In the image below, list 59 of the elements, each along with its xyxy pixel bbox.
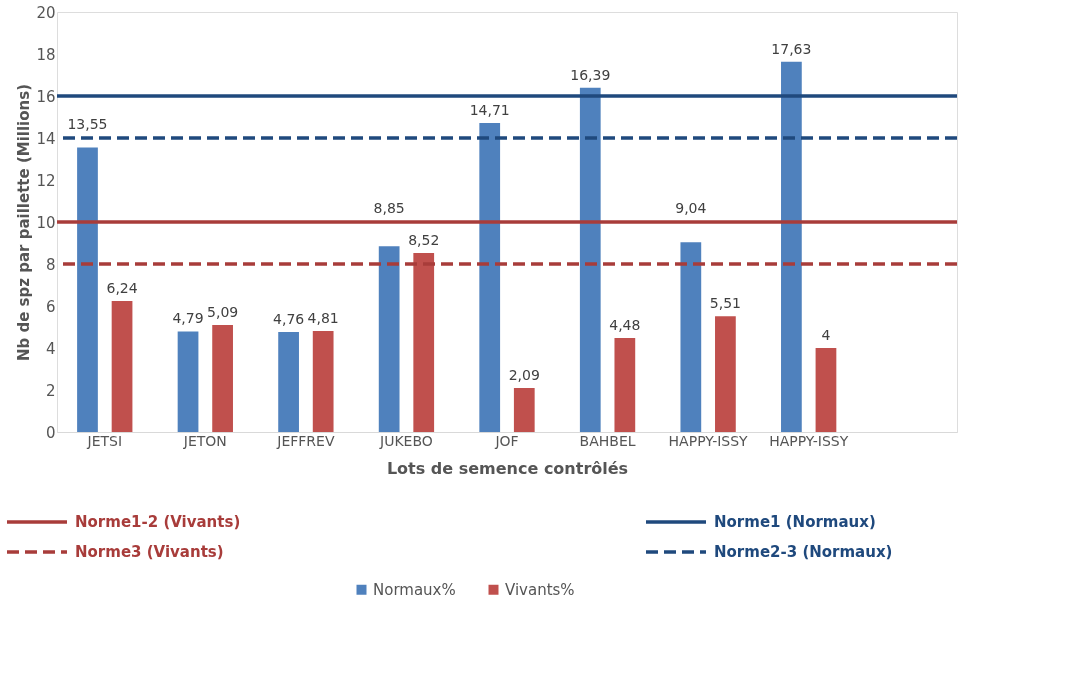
data-label: 13,55 [67, 116, 108, 132]
data-label: 8,52 [408, 232, 440, 249]
bar [278, 332, 299, 432]
legend-label: Normaux% [373, 580, 456, 599]
legend-label: Vivants% [505, 580, 575, 599]
data-label: 5,51 [709, 295, 741, 312]
y-tick-label: 2 [45, 381, 56, 400]
bar [479, 123, 501, 432]
data-label: 14,71 [469, 102, 510, 119]
data-label: 4,79 [172, 310, 204, 327]
legend-label: Norme3 (Vivants) [75, 543, 224, 561]
y-tick-label: 6 [45, 297, 56, 316]
y-tick-label: 10 [36, 213, 56, 232]
y-tick-label: 0 [45, 423, 56, 442]
data-label: 4,81 [307, 309, 339, 326]
y-tick-label: 12 [36, 171, 56, 190]
x-axis-title: Lots de semence contrôlés [386, 458, 629, 478]
data-label: 9,04 [675, 200, 707, 216]
bar [715, 316, 736, 432]
bar [312, 330, 334, 432]
data-label: 17,63 [771, 40, 812, 57]
y-tick-label: 16 [36, 87, 56, 106]
bar [378, 246, 400, 432]
bar [781, 61, 802, 432]
y-tick-label: 18 [36, 45, 56, 64]
x-tick-label: JEFFREV [276, 432, 335, 449]
x-tick-label: JUKEBO [379, 432, 433, 449]
bar [212, 325, 233, 432]
y-tick-label: 14 [36, 129, 56, 148]
y-tick-label: 4 [45, 339, 56, 358]
x-tick-label: JETON [182, 432, 227, 449]
bar [413, 253, 435, 432]
bar [579, 87, 601, 432]
y-tick-label: 20 [36, 3, 56, 22]
legend-label: Norme1-2 (Vivants) [75, 513, 241, 531]
data-label: 4,48 [609, 316, 641, 333]
bar [614, 337, 636, 432]
legend-label: Norme1 (Normaux) [714, 513, 876, 531]
bar [77, 147, 98, 432]
data-label: 4,76 [273, 311, 305, 328]
x-tick-label: BAHBEL [579, 432, 636, 449]
data-label: 4 [821, 327, 831, 343]
bar [815, 348, 837, 432]
data-label: 8,85 [373, 200, 405, 216]
data-label: 16,39 [570, 66, 611, 83]
data-label: 2,09 [508, 367, 540, 384]
x-tick-label: JETSI [86, 432, 123, 449]
bar [513, 388, 535, 432]
bar [111, 300, 133, 432]
bar [177, 331, 199, 432]
legend-label: Norme2-3 (Normaux) [714, 543, 893, 561]
y-axis-title: Nb de spz par paillette (Millions) [15, 83, 34, 362]
x-tick-label: JOF [494, 432, 519, 449]
x-tick-label: HAPPY-ISSY [769, 432, 849, 449]
y-tick-label: 8 [45, 255, 56, 274]
x-tick-label: HAPPY-ISSY [668, 432, 749, 449]
bar [680, 242, 702, 432]
data-label: 6,24 [106, 279, 138, 296]
data-label: 5,09 [207, 304, 239, 321]
